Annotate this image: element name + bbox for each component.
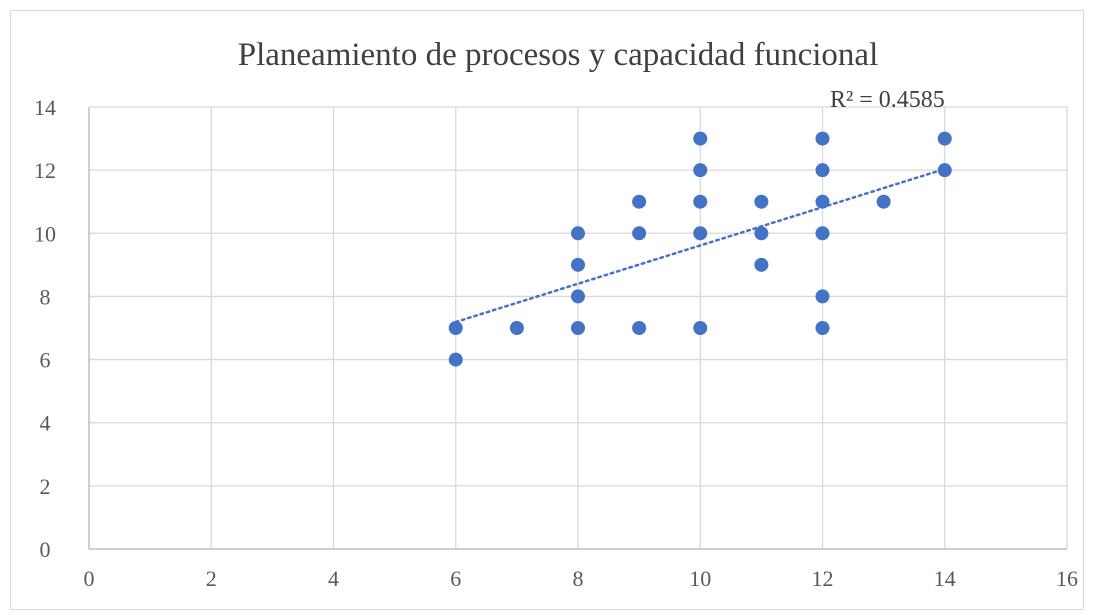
y-tick-label: 8 — [40, 284, 51, 309]
data-points — [448, 131, 952, 367]
data-point — [632, 226, 647, 241]
data-point — [571, 226, 585, 241]
data-point — [571, 289, 585, 304]
x-tick-label: 4 — [328, 566, 339, 591]
x-tick-label: 8 — [573, 566, 584, 591]
data-point — [693, 131, 708, 146]
data-point — [937, 131, 952, 146]
y-tick-label: 10 — [34, 221, 56, 246]
data-point — [448, 321, 463, 335]
y-tick-label: 0 — [40, 537, 51, 562]
trendline-group — [454, 167, 946, 324]
x-tick-label: 12 — [812, 566, 834, 591]
x-tick-label: 10 — [689, 566, 711, 591]
data-point — [571, 321, 585, 335]
data-point — [815, 226, 830, 241]
data-point — [754, 194, 769, 209]
data-point — [693, 226, 708, 241]
y-tick-label: 6 — [40, 348, 51, 373]
x-tick-label: 6 — [450, 566, 461, 591]
data-point — [815, 131, 830, 146]
chart-frame — [10, 10, 1084, 610]
x-tick-label: 14 — [934, 566, 956, 591]
data-point — [937, 163, 952, 178]
x-tick-label: 16 — [1056, 566, 1078, 591]
r-squared-label: R² = 0.4585 — [830, 87, 945, 113]
x-tick-label: 0 — [84, 566, 95, 591]
data-point — [448, 352, 463, 367]
data-point — [815, 321, 830, 335]
y-tick-label: 2 — [40, 474, 51, 499]
data-point — [754, 226, 769, 241]
y-tick-label: 12 — [34, 158, 56, 183]
data-point — [509, 321, 524, 335]
data-point — [815, 289, 830, 304]
y-tick-label: 4 — [40, 411, 51, 436]
data-point — [632, 321, 647, 335]
data-point — [571, 257, 585, 272]
data-point — [754, 257, 769, 272]
axes: 0 2 4 6 8 10 12 14 0 2 4 6 8 10 12 14 16 — [34, 95, 1078, 591]
data-point — [693, 321, 708, 335]
data-point — [632, 194, 647, 209]
chart-title: Planeamiento de procesos y capacidad fun… — [238, 37, 879, 73]
data-point — [815, 194, 830, 209]
data-point — [876, 194, 891, 209]
data-point — [693, 163, 708, 178]
x-tick-label: 2 — [206, 566, 217, 591]
y-tick-label: 14 — [34, 95, 56, 120]
data-point — [815, 163, 830, 178]
data-point — [693, 194, 708, 209]
trendline — [454, 167, 946, 324]
